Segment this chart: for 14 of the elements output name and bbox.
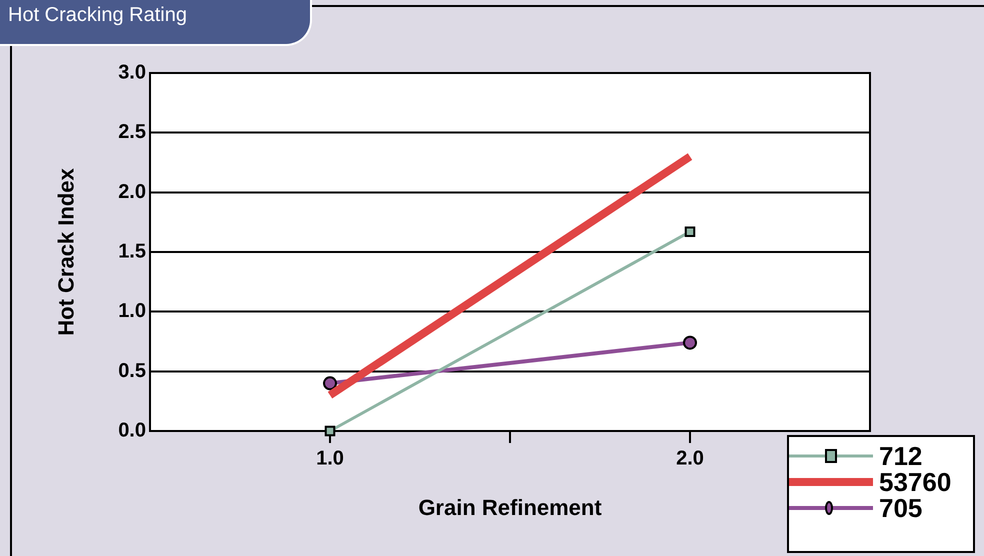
y-tick-label: 3.0 — [118, 62, 146, 84]
y-tick-label: 2.5 — [118, 121, 146, 144]
point — [324, 426, 336, 436]
y-tick-label: 0.0 — [118, 420, 146, 442]
point — [683, 336, 697, 350]
chart-title: Hot Cracking Rating — [0, 0, 312, 46]
point — [684, 226, 696, 237]
y-tick-label: 1.5 — [118, 240, 146, 263]
y-tick-label: 0.5 — [118, 360, 146, 382]
x-axis-title: Grain Refinement — [418, 494, 602, 520]
y-axis-title: Hot Crack Index — [53, 167, 78, 336]
point — [323, 376, 337, 390]
y-tick-label: 1.0 — [118, 300, 146, 322]
y-tick-label: 2.0 — [118, 180, 146, 203]
